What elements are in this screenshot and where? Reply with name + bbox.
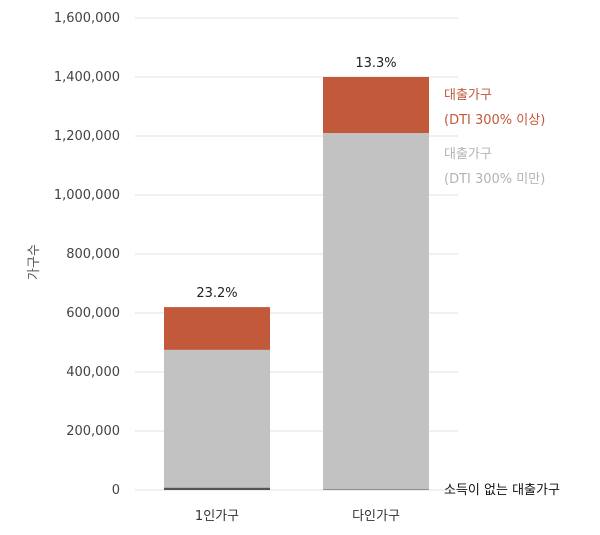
y-tick-label: 400,000 xyxy=(66,365,120,380)
y-tick-label: 600,000 xyxy=(66,306,120,321)
y-tick-label: 1,000,000 xyxy=(54,188,120,203)
bar-value-label: 13.3% xyxy=(355,56,396,71)
bar-segment xyxy=(323,133,429,490)
x-tick-label: 1인가구 xyxy=(195,509,239,524)
legend-item-low-dti-line1: 대출가구 xyxy=(444,147,492,162)
y-tick-label: 0 xyxy=(112,483,120,498)
bar-value-label: 23.2% xyxy=(196,286,237,301)
bar-labels: 23.2% 13.3% xyxy=(196,56,396,301)
y-axis-ticks: 0 200,000 400,000 600,000 800,000 1,000,000 1,… xyxy=(54,11,120,498)
x-tick-label: 다인가구 xyxy=(352,509,400,524)
y-tick-label: 1,400,000 xyxy=(54,70,120,85)
legend-item-high-dti-line2: (DTI 300% 이상) xyxy=(444,113,545,128)
bar-segment xyxy=(164,349,270,488)
x-axis-ticks: 1인가구 다인가구 xyxy=(195,509,400,524)
y-tick-label: 200,000 xyxy=(66,424,120,439)
no-income-annotation: 소득이 없는 대출가구 xyxy=(444,483,560,498)
bar-segment xyxy=(164,307,270,350)
legend-item-low-dti-line2: (DTI 300% 미만) xyxy=(444,172,545,187)
y-tick-label: 1,600,000 xyxy=(54,11,120,26)
bars xyxy=(164,77,429,490)
bar-segment xyxy=(323,77,429,134)
y-axis-label: 가구수 xyxy=(27,244,42,280)
bar-segment xyxy=(164,487,270,490)
y-tick-label: 1,200,000 xyxy=(54,129,120,144)
legend: 대출가구 (DTI 300% 이상) 대출가구 (DTI 300% 미만) 소득… xyxy=(444,88,560,498)
legend-item-high-dti-line1: 대출가구 xyxy=(444,88,492,103)
bar-segment xyxy=(323,489,429,490)
y-tick-label: 800,000 xyxy=(66,247,120,262)
